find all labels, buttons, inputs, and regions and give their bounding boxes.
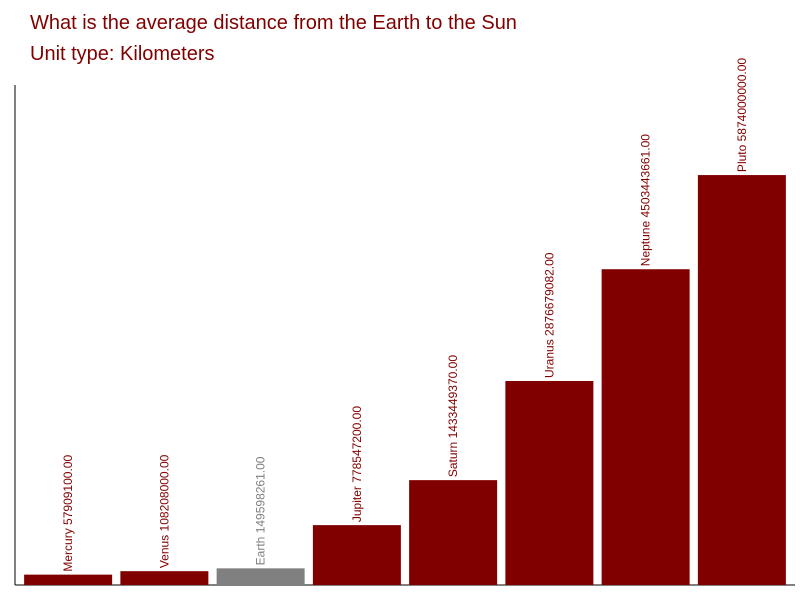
value-text: 57909100.00 (61, 455, 75, 525)
value-text: 5874000000.00 (735, 58, 749, 142)
category-label: Neptune (639, 221, 653, 267)
value-label: Venus 108208000.00 (157, 454, 171, 568)
value-label: Saturn 1433449370.00 (446, 355, 460, 477)
value-label: Neptune 4503443661.00 (639, 134, 653, 266)
category-label: Pluto (735, 144, 749, 172)
bar (24, 574, 113, 585)
bar (312, 525, 401, 585)
category-label: Venus (157, 535, 171, 568)
value-text: 778547200.00 (350, 406, 364, 483)
category-label: Earth (254, 537, 268, 566)
chart-title: What is the average distance from the Ea… (30, 12, 517, 34)
bar (601, 269, 690, 585)
bar (216, 568, 305, 585)
chart-subtitle: Unit type: Kilometers (30, 43, 215, 65)
bar (409, 480, 498, 585)
category-label: Uranus (542, 339, 556, 378)
value-text: 149598261.00 (254, 456, 268, 533)
value-text: 4503443661.00 (639, 134, 653, 218)
category-label: Jupiter (350, 486, 364, 522)
value-label: Mercury 57909100.00 (61, 455, 75, 572)
category-label: Saturn (446, 442, 460, 477)
value-label: Pluto 5874000000.00 (735, 58, 749, 172)
value-text: 108208000.00 (157, 454, 171, 531)
category-label: Mercury (61, 528, 75, 571)
value-label: Earth 149598261.00 (254, 456, 268, 565)
value-label: Jupiter 778547200.00 (350, 406, 364, 522)
value-label: Uranus 2876679082.00 (542, 252, 556, 378)
bar (697, 175, 786, 585)
value-text: 2876679082.00 (542, 252, 556, 336)
value-text: 1433449370.00 (446, 355, 460, 439)
bar (505, 380, 594, 585)
bar (120, 571, 209, 585)
